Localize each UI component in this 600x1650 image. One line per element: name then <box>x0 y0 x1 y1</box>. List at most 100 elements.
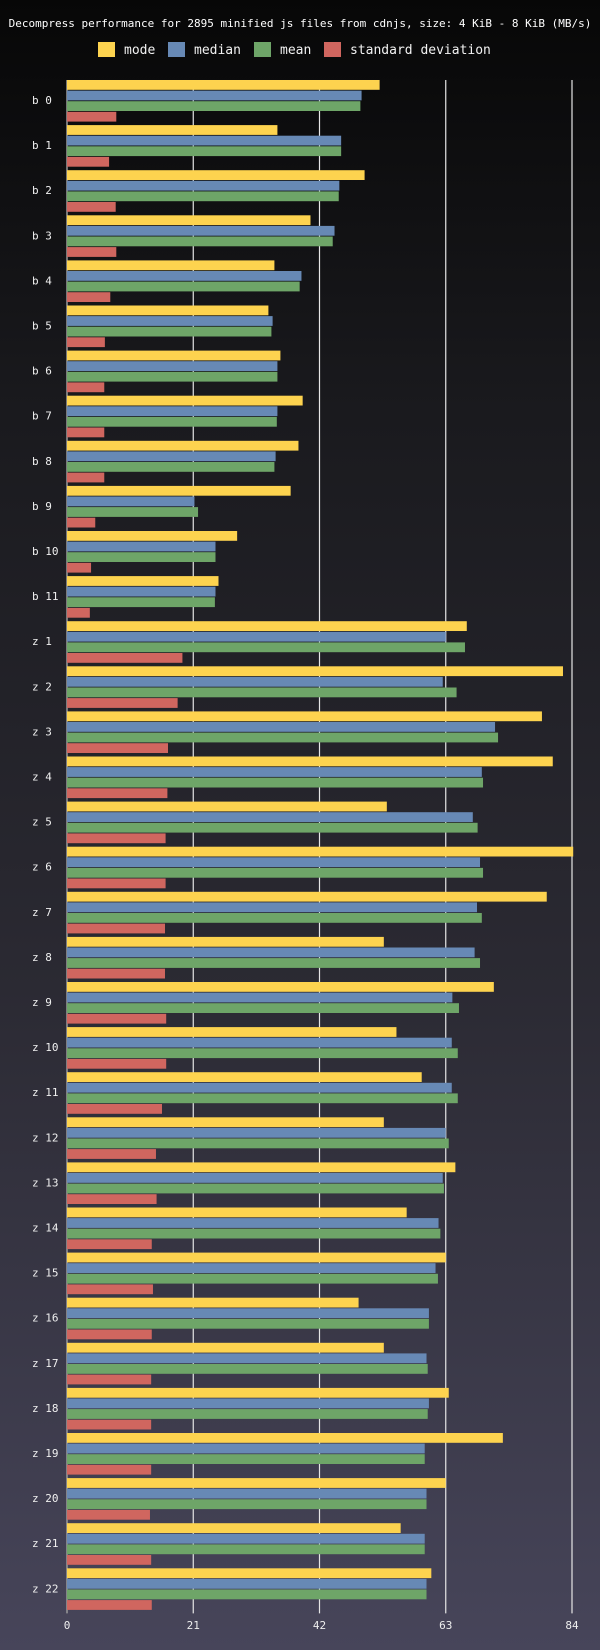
x-tick-label: 0 <box>64 1619 71 1632</box>
bar-mean <box>67 1590 427 1600</box>
y-tick-label: b 4 <box>32 274 52 287</box>
bar-standard-deviation <box>67 788 167 798</box>
bar-median <box>67 1173 443 1183</box>
bar-mean <box>67 913 482 923</box>
bar-median <box>67 1308 429 1318</box>
bar-mode <box>67 125 277 135</box>
bar-standard-deviation <box>67 608 90 618</box>
y-tick-label: z 15 <box>32 1267 59 1280</box>
bar-mean <box>67 1364 428 1374</box>
bar-standard-deviation <box>67 292 110 302</box>
bar-standard-deviation <box>67 157 109 167</box>
y-tick-label: b 1 <box>32 139 52 152</box>
bar-mean <box>67 688 457 698</box>
bar-median <box>67 993 452 1003</box>
bar-standard-deviation <box>67 924 165 934</box>
bar-standard-deviation <box>67 202 116 212</box>
bar-mode <box>67 576 219 586</box>
bar-median <box>67 497 194 507</box>
y-tick-label: z 8 <box>32 951 52 964</box>
y-axis-labels: b 0 b 1 b 2 b 3 b 4 b 5 b 6 b 7 b 8 b 9 b 10 b 11 z … <box>32 94 59 1595</box>
bar-standard-deviation <box>67 518 95 528</box>
y-tick-label: z 11 <box>32 1086 59 1099</box>
legend-swatch-3 <box>324 42 341 57</box>
bar-standard-deviation <box>67 653 182 663</box>
bar-mean <box>67 1319 429 1329</box>
y-tick-label: z 6 <box>32 861 52 874</box>
legend-label-2: mean <box>280 43 311 58</box>
bar-mean <box>67 597 215 607</box>
bar-mode <box>67 306 268 316</box>
bar-mode <box>67 1117 384 1127</box>
bar-median <box>67 1263 436 1273</box>
bar-median <box>67 181 339 191</box>
bar-mode <box>67 1478 446 1488</box>
bar-mode <box>67 486 291 496</box>
bar-mean <box>67 1454 425 1464</box>
x-tick-label: 63 <box>439 1619 452 1632</box>
bar-median <box>67 1534 425 1544</box>
y-tick-label: z 2 <box>32 680 52 693</box>
bar-mean <box>67 1003 459 1013</box>
bar-mode <box>67 170 365 180</box>
bar-standard-deviation <box>67 1239 152 1249</box>
bar-mean <box>67 552 215 562</box>
bar-median <box>67 542 215 552</box>
bar-mode <box>67 1568 431 1578</box>
y-tick-label: z 18 <box>32 1402 59 1415</box>
bar-standard-deviation <box>67 473 104 483</box>
y-tick-label: z 16 <box>32 1312 59 1325</box>
bar-median <box>67 1399 429 1409</box>
bar-mode <box>67 982 494 992</box>
bar-median <box>67 812 473 822</box>
bar-mode <box>67 1343 384 1353</box>
bar-standard-deviation <box>67 698 178 708</box>
bar-median <box>67 136 341 146</box>
bar-mean <box>67 101 360 111</box>
y-tick-label: z 9 <box>32 996 52 1009</box>
bar-standard-deviation <box>67 879 166 889</box>
bar-standard-deviation <box>67 743 168 753</box>
bar-mode <box>67 621 467 631</box>
y-tick-label: z 10 <box>32 1041 59 1054</box>
bar-mode <box>67 937 384 947</box>
bar-standard-deviation <box>67 1149 156 1159</box>
bar-standard-deviation <box>67 1555 151 1565</box>
bar-median <box>67 857 480 867</box>
bar-median <box>67 406 277 416</box>
bar-mean <box>67 868 483 878</box>
legend-swatch-2 <box>254 42 271 57</box>
bar-median <box>67 587 215 597</box>
bar-mode <box>67 1027 396 1037</box>
y-tick-label: b 3 <box>32 229 52 242</box>
bar-mean <box>67 1139 449 1149</box>
bar-mean <box>67 1409 428 1419</box>
bar-mean <box>67 1274 438 1284</box>
legend: mode median mean standard deviation <box>98 42 491 58</box>
bar-median <box>67 451 276 461</box>
bar-mode <box>67 351 280 361</box>
x-axis-labels: 0 21 42 63 84 <box>64 1619 579 1632</box>
bar-median <box>67 316 273 326</box>
bar-standard-deviation <box>67 1014 166 1024</box>
y-tick-label: z 5 <box>32 816 52 829</box>
y-tick-label: b 0 <box>32 94 52 107</box>
chart-title: Decompress performance for 2895 minified… <box>9 17 592 30</box>
y-tick-label: z 14 <box>32 1222 59 1235</box>
y-tick-label: z 3 <box>32 725 52 738</box>
bar-median <box>67 677 443 687</box>
bar-median <box>67 902 477 912</box>
bar-median <box>67 271 301 281</box>
legend-label-0: mode <box>124 43 155 58</box>
bars <box>67 80 573 1610</box>
bar-median <box>67 1579 427 1589</box>
bar-mode <box>67 1388 449 1398</box>
bar-median <box>67 1218 439 1228</box>
bar-median <box>67 948 475 958</box>
bar-mode <box>67 531 237 541</box>
bar-median <box>67 1444 425 1454</box>
y-tick-label: z 20 <box>32 1492 59 1505</box>
bar-mean <box>67 823 478 833</box>
bar-median <box>67 632 446 642</box>
y-tick-label: z 19 <box>32 1447 59 1460</box>
